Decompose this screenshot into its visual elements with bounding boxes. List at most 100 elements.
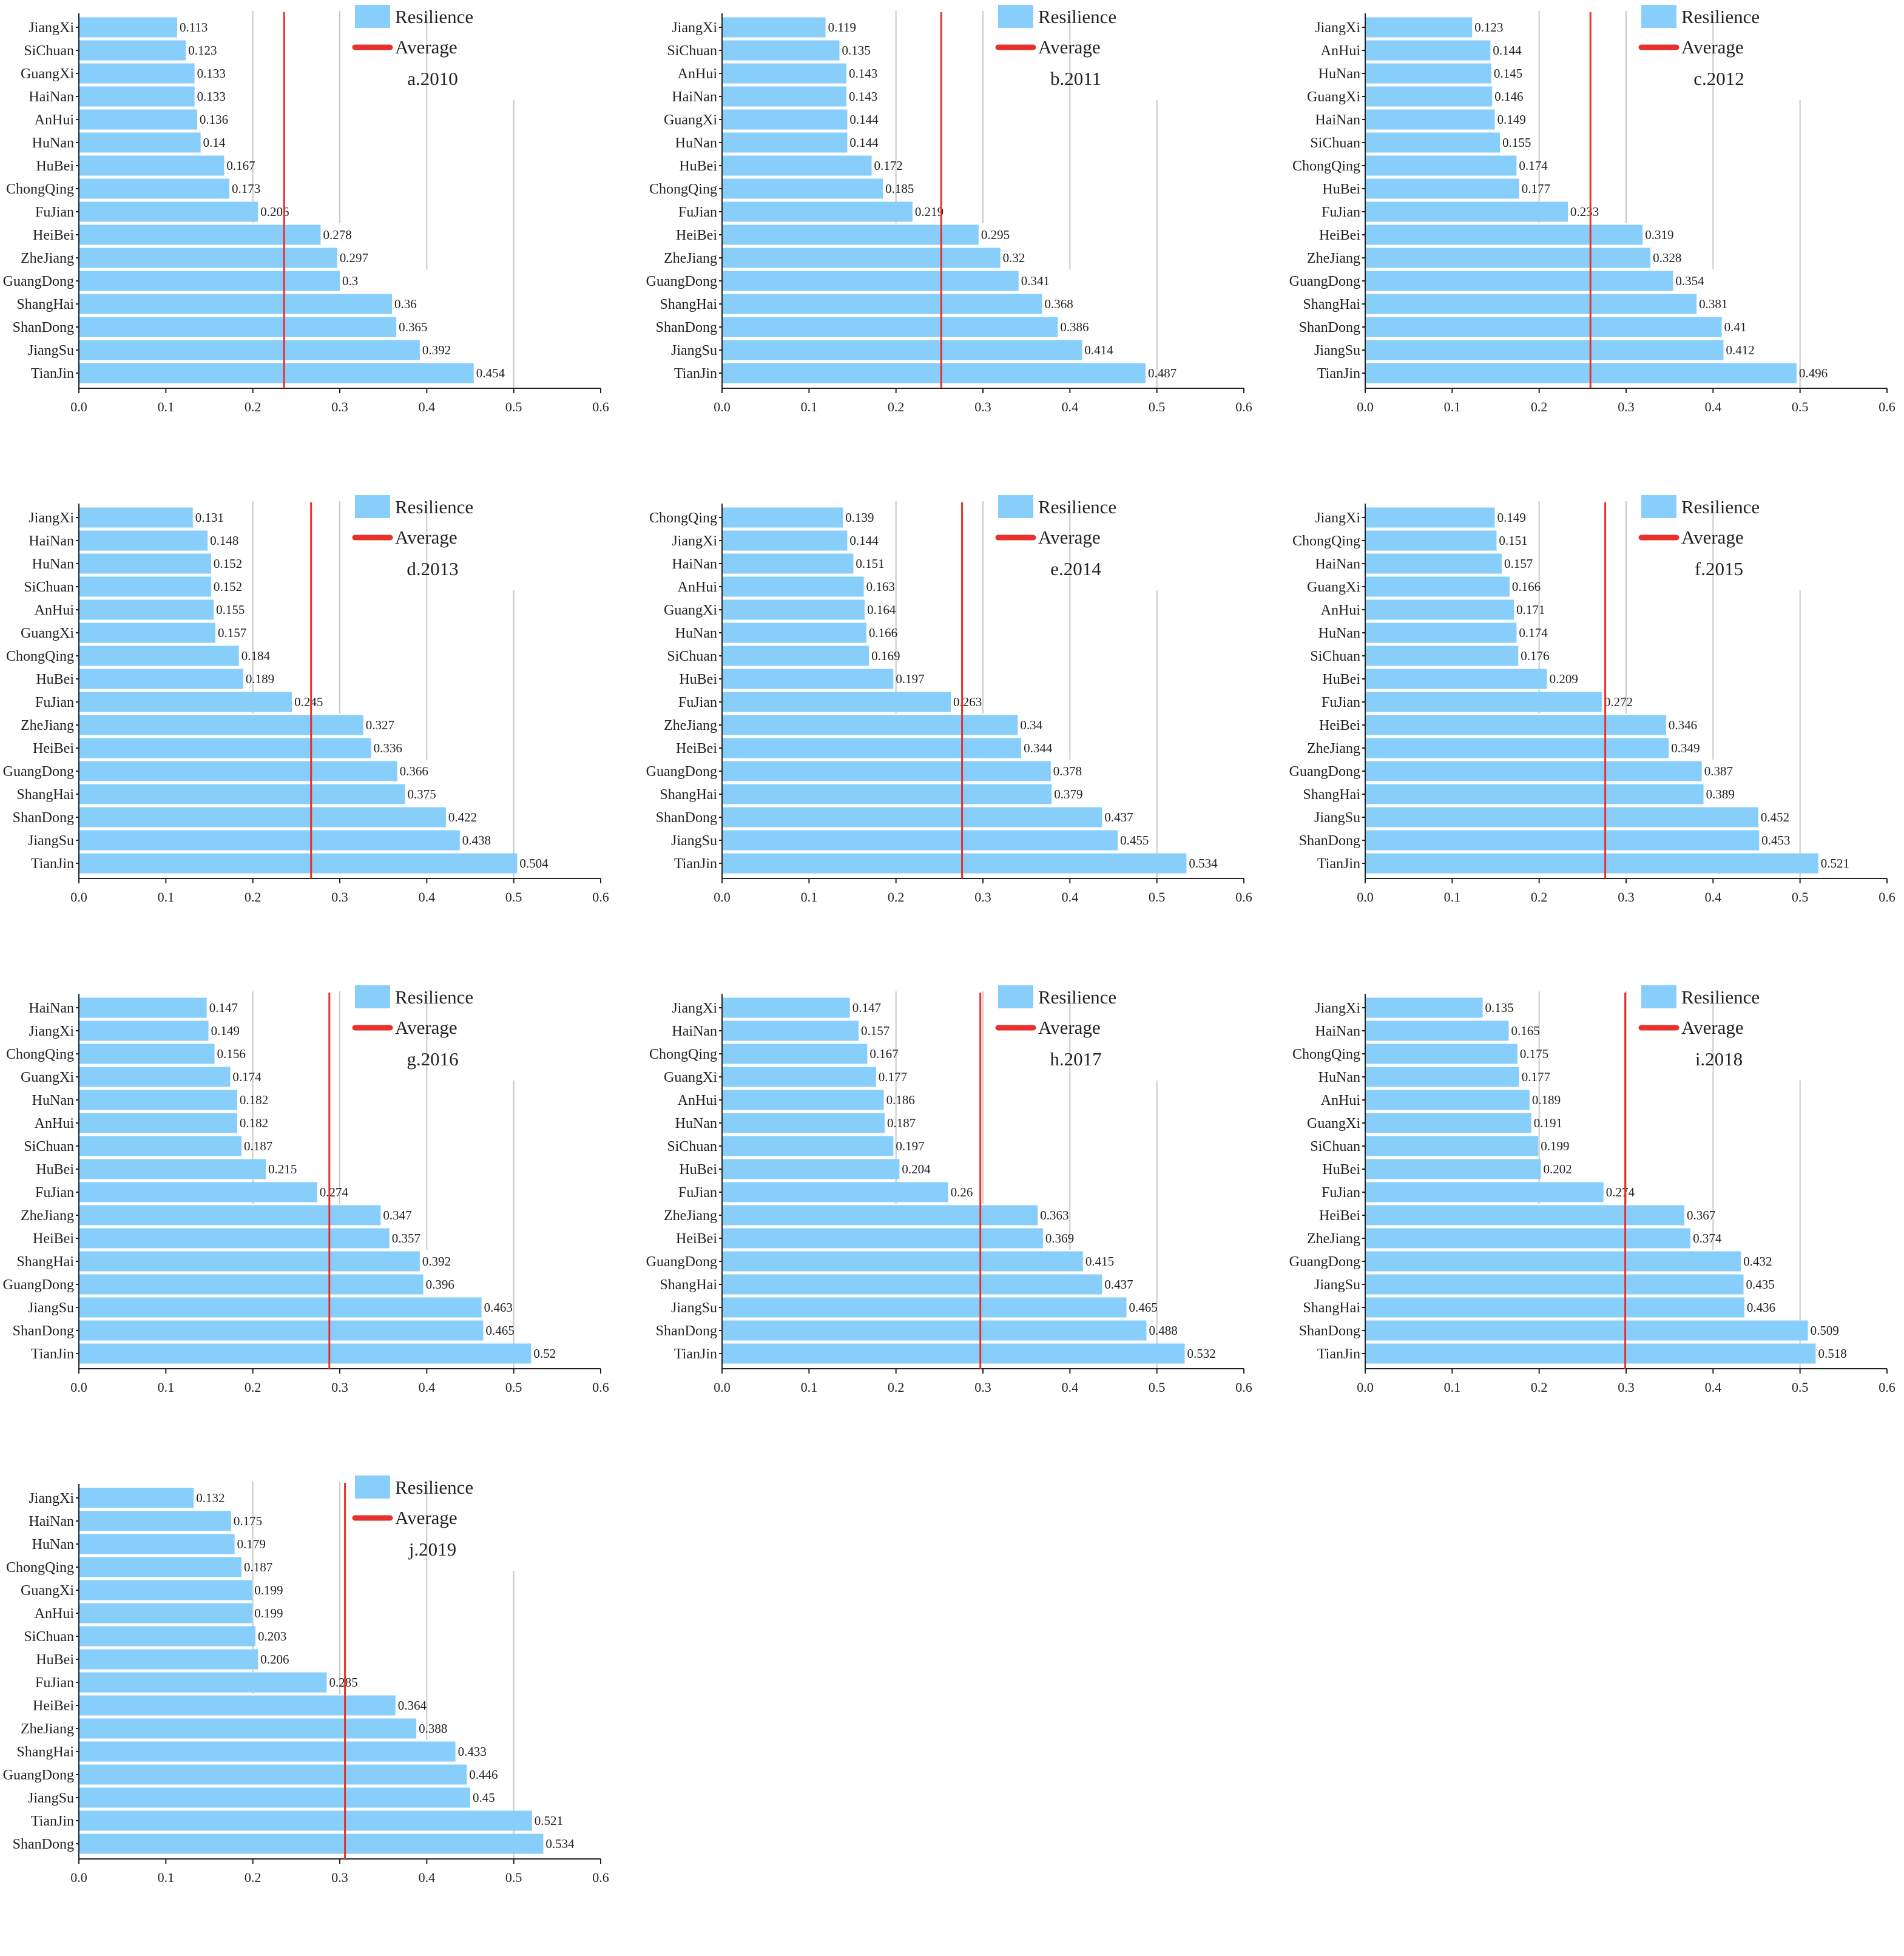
x-tick-label: 0.1 — [801, 399, 818, 414]
legend-swatch-resilience — [998, 495, 1033, 518]
category-label: JiangXi — [672, 1000, 717, 1016]
value-label: 0.209 — [1550, 672, 1578, 686]
value-label: 0.364 — [398, 1698, 427, 1713]
value-label: 0.173 — [232, 181, 260, 196]
category-label: JiangSu — [28, 833, 74, 849]
value-label: 0.379 — [1054, 787, 1082, 801]
bar — [722, 40, 840, 61]
bar — [722, 669, 894, 689]
value-label: 0.155 — [1502, 135, 1531, 150]
category-label: GuangDong — [3, 1767, 74, 1783]
category-label: FuJian — [1322, 695, 1360, 710]
bar — [79, 224, 321, 245]
bar — [79, 830, 460, 851]
value-label: 0.274 — [1606, 1185, 1635, 1199]
chart-title: j.2019 — [408, 1539, 456, 1560]
value-label: 0.152 — [214, 556, 242, 571]
x-tick-label: 0.3 — [331, 1870, 348, 1885]
category-label: SiChuan — [24, 1629, 74, 1645]
category-label: HuBei — [1322, 181, 1360, 197]
x-tick-label: 0.5 — [1792, 399, 1809, 414]
value-label: 0.206 — [260, 1652, 289, 1667]
category-label: HeiBei — [1319, 1208, 1360, 1224]
legend-swatch-resilience — [355, 5, 390, 28]
bar — [79, 63, 195, 84]
bar-chart-panel: ChongQing 0.139 JiangXi 0.144 HaiNan 0.151 AnH… — [646, 495, 1252, 905]
category-label: GuangXi — [21, 66, 74, 82]
x-tick-label: 0.2 — [1531, 1380, 1548, 1395]
value-label: 0.164 — [867, 602, 896, 617]
category-label: AnHui — [35, 1116, 75, 1131]
value-label: 0.414 — [1084, 343, 1113, 357]
bar — [722, 1136, 894, 1156]
x-tick-label: 0.0 — [70, 1870, 87, 1885]
value-label: 0.182 — [240, 1116, 268, 1130]
category-label: TianJin — [674, 366, 717, 382]
value-label: 0.157 — [218, 626, 246, 640]
category-label: AnHui — [1321, 43, 1361, 59]
x-tick-label: 0.6 — [592, 889, 609, 905]
bar — [1365, 738, 1669, 758]
category-label: GuangXi — [21, 1070, 74, 1085]
category-label: ShanDong — [656, 1323, 717, 1339]
legend-label-average: Average — [1681, 1017, 1744, 1038]
category-label: ChongQing — [6, 649, 74, 664]
x-tick-label: 0.3 — [1618, 889, 1635, 905]
x-tick-label: 0.6 — [1235, 399, 1252, 414]
bar — [79, 1764, 467, 1785]
category-label: GuangDong — [646, 764, 717, 780]
value-label: 0.132 — [196, 1491, 224, 1505]
value-label: 0.136 — [200, 112, 228, 127]
bar — [79, 1810, 532, 1831]
bar — [1365, 669, 1547, 689]
category-label: JiangSu — [671, 833, 717, 849]
category-label: HeiBei — [1319, 718, 1360, 734]
value-label: 0.396 — [426, 1277, 454, 1292]
x-tick-label: 0.2 — [245, 1870, 262, 1885]
bar-chart-panel: JiangXi 0.119 SiChuan 0.135 AnHui 0.143 HaiNan… — [646, 5, 1252, 414]
value-label: 0.185 — [885, 181, 914, 196]
value-label: 0.157 — [861, 1024, 890, 1038]
bar — [1365, 86, 1493, 107]
value-label: 0.392 — [422, 343, 451, 357]
bar-chart-panel: JiangXi 0.149 ChongQing 0.151 HaiNan 0.157 Gua… — [1289, 495, 1896, 905]
value-label: 0.177 — [1522, 1070, 1550, 1084]
x-tick-label: 0.4 — [1705, 889, 1722, 905]
x-tick-label: 0.6 — [592, 1380, 609, 1395]
bar — [1365, 201, 1568, 222]
bar — [79, 761, 397, 781]
value-label: 0.14 — [203, 135, 226, 150]
x-tick-label: 0.0 — [70, 889, 87, 905]
value-label: 0.388 — [419, 1721, 447, 1736]
value-label: 0.347 — [383, 1208, 411, 1222]
x-tick-label: 0.0 — [70, 399, 87, 414]
legend-label-resilience: Resilience — [1681, 986, 1760, 1008]
legend-swatch-resilience — [1641, 985, 1676, 1008]
value-label: 0.146 — [1494, 89, 1523, 104]
category-label: ShanDong — [13, 320, 74, 336]
x-tick-label: 0.4 — [1062, 889, 1079, 905]
bar — [1365, 997, 1483, 1018]
value-label: 0.119 — [828, 20, 856, 35]
value-label: 0.187 — [244, 1139, 272, 1153]
chart-title: e.2014 — [1050, 558, 1101, 579]
category-label: HuNan — [32, 1093, 74, 1108]
bar — [722, 1343, 1185, 1364]
value-label: 0.363 — [1040, 1208, 1068, 1222]
bar — [722, 86, 846, 107]
value-label: 0.149 — [1497, 112, 1526, 127]
x-tick-label: 0.1 — [1444, 399, 1461, 414]
category-label: TianJin — [31, 366, 74, 382]
category-label: TianJin — [1317, 366, 1360, 382]
category-label: JiangSu — [1314, 810, 1360, 826]
value-label: 0.177 — [879, 1070, 907, 1084]
category-label: ShanDong — [13, 810, 74, 826]
value-label: 0.145 — [1494, 66, 1522, 81]
bar — [79, 530, 208, 551]
bar — [79, 1626, 255, 1647]
category-label: HaiNan — [672, 1024, 717, 1039]
category-label: ChongQing — [6, 181, 74, 197]
category-label: HuNan — [32, 1537, 74, 1553]
category-label: GuangDong — [646, 1254, 717, 1270]
category-label: JiangSu — [1314, 343, 1360, 359]
